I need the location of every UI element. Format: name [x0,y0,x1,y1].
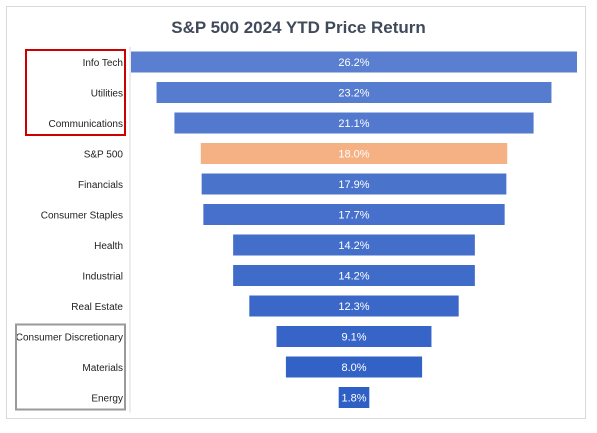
category-label-consumer-staples: Consumer Staples [41,211,123,222]
value-label-health: 14.2% [338,240,369,252]
top-group-highlight-box [25,49,126,136]
bar-info-tech [131,51,577,73]
category-label-real-estate: Real Estate [71,302,123,313]
value-label-consumer-staples: 17.7% [338,210,369,222]
category-label-info-tech: Info Tech [83,58,123,69]
category-label-utilities: Utilities [91,89,123,100]
value-label-materials: 8.0% [341,362,366,374]
bar-s-p-500 [200,143,508,164]
bar-utilities [156,82,552,103]
value-label-financials: 17.9% [338,179,369,191]
category-label-communications: Communications [49,119,123,130]
value-label-real-estate: 12.3% [338,301,369,313]
bottom-group-highlight-box [15,323,126,411]
value-label-utilities: 23.2% [338,88,369,100]
category-label-financials: Financials [78,180,123,191]
bar-financials [201,173,507,195]
bar-consumer-discretionary [276,326,432,347]
bar-materials [285,356,423,378]
bar-energy [338,387,370,408]
bar-communications [174,112,534,134]
bar-industrial [233,265,475,286]
category-label-health: Health [94,241,123,252]
chart-title: S&P 500 2024 YTD Price Return [171,18,426,37]
category-label-energy: Energy [91,394,123,405]
category-label-materials: Materials [82,363,123,374]
value-label-info-tech: 26.2% [338,57,369,69]
value-label-communications: 21.1% [338,118,369,130]
category-label-industrial: Industrial [82,272,123,283]
value-label-industrial: 14.2% [338,271,369,283]
category-label-s-p-500: S&P 500 [84,150,124,161]
value-label-s-p-500: 18.0% [338,149,369,161]
bar-consumer-staples [203,204,505,225]
value-label-energy: 1.8% [341,393,366,405]
value-label-consumer-discretionary: 9.1% [341,332,366,344]
bar-real-estate [249,295,459,317]
bar-health [233,234,475,256]
category-label-consumer-discretionary: Consumer Discretionary [16,333,123,344]
